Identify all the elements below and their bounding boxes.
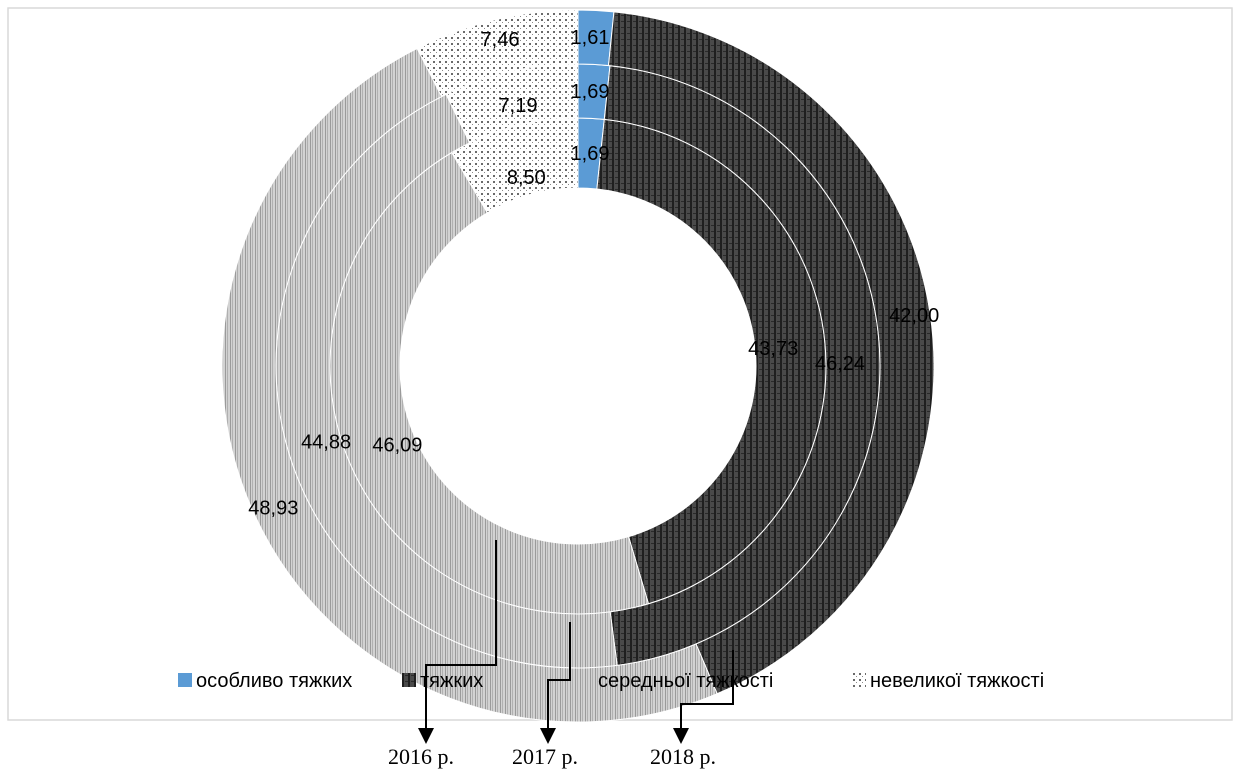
data-label-1-0: 1,69	[571, 81, 610, 103]
data-label-0-0: 1,69	[571, 143, 610, 165]
year-callouts	[418, 540, 734, 744]
callout-2018-arrowhead	[673, 728, 689, 744]
data-label-0-3: 8,50	[507, 167, 546, 189]
data-label-2-2: 48,93	[248, 498, 298, 520]
slice-2-1	[607, 11, 935, 695]
callout-2016-line	[425, 540, 497, 728]
slice-2-3	[416, 9, 579, 98]
data-labels: 1,69 43,73 46,09 8,50 1,69 46,24 44,88 7,19 1,61…	[248, 27, 939, 520]
legend-label-3: невеликої тяжкості	[870, 670, 1044, 692]
legend-item-3: невеликої тяжкості	[852, 670, 1044, 692]
data-label-2-1: 42,00	[889, 305, 939, 327]
year-label-2016: 2016 р.	[388, 744, 454, 769]
legend-label-0: особливо тяжких	[196, 670, 352, 692]
year-label-2017: 2017 р.	[512, 744, 578, 769]
legend-swatch-2	[578, 673, 592, 687]
data-label-1-2: 44,88	[301, 431, 351, 453]
callout-2017-arrowhead	[540, 728, 556, 744]
legend-swatch-0	[178, 673, 192, 687]
slice-2-2	[221, 47, 718, 723]
legend: особливо тяжких тяжких середньої тяжкост…	[178, 670, 1044, 692]
legend-label-2: середньої тяжкості	[598, 670, 773, 692]
year-labels: 2016 р. 2017 р. 2018 р.	[388, 744, 716, 769]
year-label-2018: 2018 р.	[650, 744, 716, 769]
data-label-1-1: 46,24	[815, 353, 865, 375]
callout-2016-arrowhead	[418, 728, 434, 744]
legend-item-0: особливо тяжких	[178, 670, 352, 692]
data-label-0-2: 46,09	[372, 435, 422, 457]
legend-item-2: середньої тяжкості	[578, 670, 773, 692]
data-label-1-3: 7,19	[499, 95, 538, 117]
legend-label-1: тяжких	[420, 670, 483, 692]
callout-2018-line	[680, 650, 734, 728]
callout-2017-line	[547, 622, 571, 728]
legend-item-1: тяжких	[402, 670, 483, 692]
data-label-2-3: 7,46	[481, 29, 520, 51]
legend-swatch-1	[402, 673, 416, 687]
legend-swatch-3	[852, 673, 866, 687]
data-label-2-0: 1,61	[571, 27, 610, 49]
data-label-0-1: 43,73	[748, 338, 798, 360]
donut-rings	[221, 9, 935, 723]
